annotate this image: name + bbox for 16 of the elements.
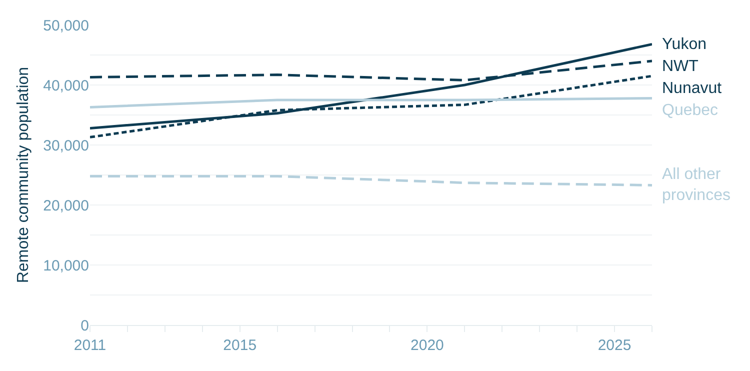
y-axis-title: Remote community population [15, 66, 32, 284]
series-label: Yukon [662, 36, 706, 53]
y-tick-label: 10,000 [43, 257, 89, 274]
x-tick-label: 2011 [74, 337, 106, 354]
x-tick-label: 2025 [598, 337, 632, 354]
x-tick-label: 2015 [223, 337, 257, 354]
series-label: Quebec [662, 102, 718, 119]
y-tick-label: 20,000 [43, 197, 89, 214]
y-tick-label: 50,000 [43, 17, 89, 34]
series-label: All other provinces [662, 166, 730, 204]
series-label: Nunavut [662, 80, 722, 97]
series-label: NWT [662, 58, 699, 75]
y-tick-label: 30,000 [43, 137, 89, 154]
y-tick-label: 0 [80, 317, 89, 334]
y-tick-label: 40,000 [43, 77, 89, 94]
x-tick-label: 2020 [410, 337, 444, 354]
